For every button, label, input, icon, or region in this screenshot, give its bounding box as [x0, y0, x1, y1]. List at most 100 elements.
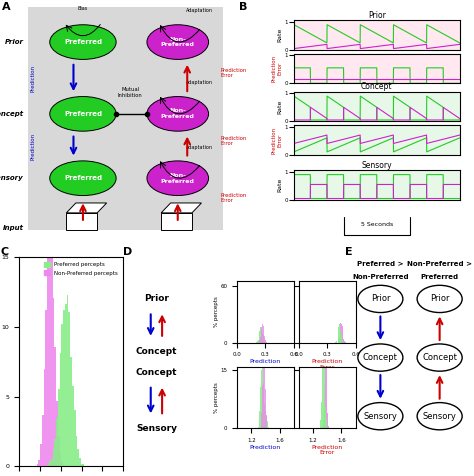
Bar	[337, 333, 338, 343]
Bar	[77, 448, 79, 466]
Text: 5 Seconds: 5 Seconds	[361, 222, 393, 228]
Bar	[338, 327, 339, 343]
Bar	[264, 339, 265, 343]
Bar	[341, 335, 342, 343]
Text: Non-
Preferred: Non- Preferred	[161, 173, 195, 184]
FancyBboxPatch shape	[161, 213, 192, 230]
Bar	[55, 438, 56, 466]
Text: Mutual
Inhibition: Mutual Inhibition	[118, 87, 143, 98]
Bar	[261, 331, 262, 343]
Bar	[258, 339, 259, 343]
Bar	[256, 342, 257, 343]
Bar	[322, 426, 323, 428]
Text: Non-
Preferred: Non- Preferred	[161, 37, 195, 48]
Bar	[260, 387, 261, 428]
Bar	[61, 462, 63, 466]
Bar	[265, 342, 266, 343]
Bar	[341, 324, 342, 343]
Ellipse shape	[147, 25, 209, 60]
Y-axis label: Rate: Rate	[278, 178, 283, 192]
Text: Non-
Preferred: Non- Preferred	[161, 109, 195, 119]
Bar	[326, 418, 327, 428]
Ellipse shape	[358, 344, 403, 371]
Bar	[49, 461, 51, 466]
Text: Preferred: Preferred	[64, 39, 102, 45]
Text: Sensory: Sensory	[364, 412, 397, 421]
FancyBboxPatch shape	[28, 8, 223, 230]
Legend: Preferred percepts, Non-Preferred percepts: Preferred percepts, Non-Preferred percep…	[42, 260, 120, 278]
Text: Prediction
Error: Prediction Error	[220, 193, 246, 203]
X-axis label: Prediction: Prediction	[250, 359, 281, 364]
Bar	[42, 415, 44, 466]
Bar	[263, 326, 264, 343]
Bar	[325, 324, 326, 428]
Bar	[56, 401, 58, 466]
Text: Adaptation: Adaptation	[186, 9, 212, 13]
Y-axis label: % percepts: % percepts	[214, 297, 219, 327]
Bar	[263, 343, 264, 428]
Text: Concept: Concept	[0, 111, 24, 117]
Bar	[36, 464, 38, 466]
Bar	[319, 426, 320, 428]
Bar	[261, 379, 262, 428]
Bar	[340, 330, 341, 343]
Bar	[339, 336, 340, 343]
Bar	[264, 347, 265, 428]
Bar	[40, 444, 42, 466]
X-axis label: Prediction
Error: Prediction Error	[311, 445, 343, 456]
Bar	[58, 436, 60, 466]
Text: Prior: Prior	[5, 39, 24, 45]
Text: Preferred: Preferred	[420, 274, 459, 280]
Text: B: B	[239, 2, 248, 12]
Bar	[260, 327, 261, 343]
Bar	[342, 326, 343, 343]
Bar	[322, 360, 323, 428]
Bar	[267, 421, 268, 428]
Bar	[79, 458, 81, 466]
Bar	[264, 336, 265, 343]
Bar	[53, 449, 55, 466]
Bar	[81, 464, 82, 466]
Bar	[327, 427, 328, 428]
Text: Sensory: Sensory	[423, 412, 456, 421]
Bar	[259, 331, 260, 343]
Bar	[320, 420, 321, 428]
Text: Adaptation: Adaptation	[186, 145, 212, 149]
Bar	[262, 333, 263, 343]
Bar	[261, 328, 262, 343]
Text: Preferred: Preferred	[64, 175, 102, 181]
Polygon shape	[161, 203, 201, 213]
Y-axis label: Prediction
Error: Prediction Error	[272, 127, 283, 153]
Bar	[72, 386, 74, 466]
Y-axis label: Rate: Rate	[278, 28, 283, 42]
Bar	[51, 254, 53, 466]
Text: Non-Preferred: Non-Preferred	[352, 274, 409, 280]
Bar	[338, 339, 339, 343]
Bar	[259, 411, 260, 428]
Ellipse shape	[358, 285, 403, 313]
Bar	[49, 232, 51, 466]
Y-axis label: Prediction
Error: Prediction Error	[272, 55, 283, 82]
Bar	[261, 426, 262, 428]
Text: Concept: Concept	[136, 368, 177, 377]
Bar	[343, 338, 344, 343]
Bar	[262, 385, 263, 428]
Ellipse shape	[50, 161, 116, 196]
Text: Prediction: Prediction	[31, 132, 36, 159]
Text: Preferred >: Preferred >	[357, 261, 404, 267]
Bar	[55, 347, 56, 466]
Text: Sensory: Sensory	[136, 424, 177, 433]
Title: Concept: Concept	[361, 82, 392, 91]
Bar	[326, 345, 327, 428]
Bar	[324, 385, 325, 428]
Bar	[265, 389, 266, 428]
Text: Concept: Concept	[422, 353, 457, 362]
Bar	[335, 342, 336, 343]
Text: Prior: Prior	[371, 295, 390, 303]
Y-axis label: % percepts: % percepts	[214, 382, 219, 413]
Title: Prior: Prior	[368, 10, 386, 20]
Bar	[260, 337, 261, 343]
Text: Prediction: Prediction	[31, 64, 36, 91]
Bar	[68, 312, 70, 466]
Bar	[323, 357, 324, 428]
